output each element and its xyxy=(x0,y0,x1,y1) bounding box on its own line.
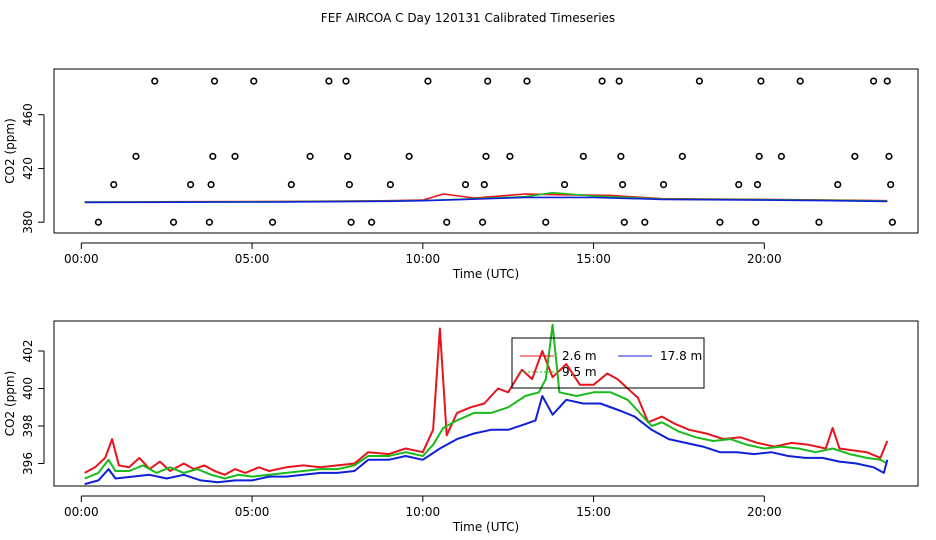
y-axis-label: CO2 (ppm) xyxy=(3,118,17,184)
x-tick-label: 00:00 xyxy=(64,252,99,266)
calibration-point xyxy=(523,77,531,85)
calibration-point xyxy=(405,152,413,160)
legend-label: 2.6 m xyxy=(562,349,597,363)
calibration-point xyxy=(752,218,760,226)
y-tick-label: 400 xyxy=(21,377,35,400)
series-line-2-6-m xyxy=(84,327,889,476)
calibration-point xyxy=(250,77,258,85)
y-tick-label: 460 xyxy=(21,103,35,126)
x-tick-label: 15:00 xyxy=(576,252,611,266)
x-tick-label: 20:00 xyxy=(747,505,782,519)
calibration-point xyxy=(506,152,514,160)
calibration-point xyxy=(619,181,627,189)
calibration-point xyxy=(870,77,878,85)
calibration-point xyxy=(598,77,606,85)
series-line-17-8-m xyxy=(84,395,889,486)
calibration-point xyxy=(887,181,895,189)
x-tick-label: 05:00 xyxy=(235,252,270,266)
calibration-point xyxy=(210,77,219,85)
calibration-point xyxy=(659,181,668,189)
x-tick-label: 10:00 xyxy=(406,252,441,266)
bottom-panel-chart: 00:00 05:00 10:00 15:00 20:00 Time (UTC) 396 39… xyxy=(3,320,919,534)
calibration-point xyxy=(325,77,333,85)
calibration-point xyxy=(777,152,785,160)
calibration-point xyxy=(231,152,239,160)
calibration-point xyxy=(620,218,628,226)
calibration-point xyxy=(695,77,704,85)
calibration-point xyxy=(753,181,762,189)
calibration-point xyxy=(560,181,569,189)
calibration-point xyxy=(755,152,763,160)
x-axis-label: Time (UTC) xyxy=(452,520,519,534)
calibration-point xyxy=(306,152,314,160)
top-panel-chart: 00:00 05:00 10:00 15:00 20:00 Time (UTC) 380 42… xyxy=(3,68,919,281)
calibration-point xyxy=(209,152,217,160)
legend: 2.6 m 17.8 m 9.5 m xyxy=(511,337,705,389)
series-line-9-5-m xyxy=(84,323,888,480)
calibration-point xyxy=(542,218,550,226)
y-tick-label: 398 xyxy=(21,415,35,438)
x-tick-label: 00:00 xyxy=(64,505,99,519)
calibration-point xyxy=(851,152,859,160)
calibration-point xyxy=(207,181,215,189)
calibration-point xyxy=(367,218,376,226)
calibration-point xyxy=(424,77,432,85)
x-tick-label: 05:00 xyxy=(235,505,270,519)
series-line-17-8-m xyxy=(84,196,888,204)
calibration-point xyxy=(443,218,451,226)
calibration-point xyxy=(342,77,350,85)
calibration-point xyxy=(888,218,896,226)
legend-label: 17.8 m xyxy=(660,349,702,363)
calibration-point xyxy=(151,77,159,85)
x-axis-label: Time (UTC) xyxy=(452,267,519,281)
calibration-point xyxy=(169,218,178,226)
calibration-point xyxy=(579,152,587,160)
calibration-point xyxy=(757,77,765,85)
calibration-point xyxy=(885,152,893,160)
calibration-point xyxy=(482,152,490,160)
calibration-point xyxy=(187,181,195,189)
calibration-point xyxy=(480,181,488,189)
calibration-point xyxy=(205,218,213,226)
calibration-point xyxy=(132,152,140,160)
calibration-point xyxy=(461,181,470,189)
calibration-point xyxy=(386,181,394,189)
x-tick-label: 20:00 xyxy=(747,252,782,266)
legend-label: 9.5 m xyxy=(562,365,597,379)
calibration-point xyxy=(345,181,353,189)
plot-frame xyxy=(53,68,919,234)
calibration-point xyxy=(678,152,686,160)
y-tick-label: 402 xyxy=(21,340,35,363)
calibration-point xyxy=(478,218,487,226)
calibration-point xyxy=(110,181,118,189)
calibration-point xyxy=(815,218,823,226)
y-tick-label: 396 xyxy=(21,452,35,475)
calibration-point xyxy=(347,218,355,226)
calibration-point xyxy=(735,181,743,189)
calibration-point xyxy=(883,77,891,85)
y-tick-label: 420 xyxy=(21,157,35,180)
calibration-point xyxy=(834,181,842,189)
calibration-point xyxy=(484,77,492,85)
calibration-point xyxy=(94,218,102,226)
calibration-point xyxy=(287,181,295,189)
calibration-point xyxy=(344,152,352,160)
calibration-point xyxy=(617,152,625,160)
calibration-point xyxy=(716,218,724,226)
x-tick-label: 10:00 xyxy=(406,505,441,519)
calibration-point xyxy=(641,218,649,226)
plot-frame xyxy=(53,320,919,487)
calibration-point xyxy=(615,77,623,85)
calibration-point xyxy=(268,218,277,226)
legend-box xyxy=(511,337,705,389)
y-tick-label: 380 xyxy=(21,211,35,234)
x-tick-label: 15:00 xyxy=(576,505,611,519)
y-axis-label: CO2 (ppm) xyxy=(3,371,17,437)
figure-title: FEF AIRCOA C Day 120131 Calibrated Times… xyxy=(321,11,615,25)
calibration-point xyxy=(796,77,804,85)
